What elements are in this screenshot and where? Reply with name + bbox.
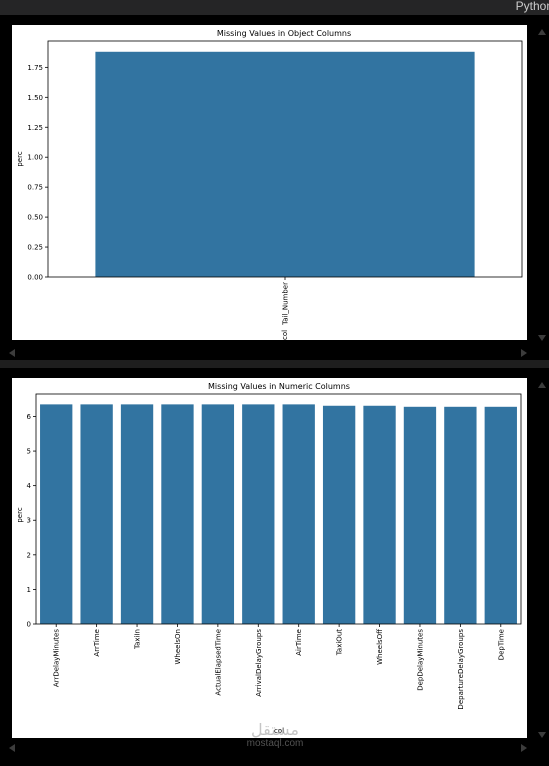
x-tick-label: TaxiIn [134, 629, 142, 650]
y-tick-label: 0.75 [27, 184, 43, 192]
output-cell-1: Missing Values in Object Columns perc co… [0, 15, 549, 360]
bar-taxiout [322, 405, 356, 624]
x-tick-label: TaxiOut [336, 629, 344, 656]
x-tick-label: ActualElapsedTime [214, 629, 222, 696]
bar-depdelayminutes [403, 406, 437, 624]
x-axis-label: col [281, 330, 289, 340]
bar-airtime [282, 404, 315, 624]
scroll-left-arrow[interactable] [9, 744, 15, 752]
bar-tail_number [95, 51, 475, 277]
x-tick-label: ArrTime [93, 629, 101, 657]
bar-departuredelaygroups [444, 406, 477, 624]
y-tick-label: 0.25 [27, 244, 43, 252]
y-tick-label: 6 [27, 413, 32, 421]
bar-wheelson [161, 404, 194, 624]
y-tick-label: 4 [27, 482, 32, 490]
x-tick-label: AirTime [295, 629, 303, 656]
scroll-up-arrow[interactable] [538, 29, 546, 35]
y-tick-label: 1.25 [27, 124, 43, 132]
x-tick-label: WheelsOn [174, 629, 182, 665]
output-cell-2: Missing Values in Numeric Columns perc c… [0, 368, 549, 766]
x-tick-label: ArrivalDelayGroups [255, 629, 263, 697]
chart-title: Missing Values in Object Columns [217, 29, 351, 38]
x-tick-label: Tail_Number [282, 282, 290, 326]
y-tick-label: 1.00 [27, 154, 43, 162]
y-tick-label: 1.75 [27, 64, 43, 72]
chart-numeric-columns: Missing Values in Numeric Columns perc c… [12, 378, 527, 738]
x-tick-label: DepTime [497, 629, 505, 660]
scroll-up-arrow[interactable] [538, 382, 546, 388]
y-tick-label: 0.00 [27, 274, 43, 282]
editor-top-bar: Python [0, 0, 549, 15]
bar-arrivaldelaygroups [242, 404, 275, 624]
y-axis-label: perc [16, 151, 24, 166]
y-tick-label: 3 [27, 517, 31, 525]
x-tick-label: DepDelayMinutes [416, 629, 424, 691]
y-tick-label: 0.50 [27, 214, 43, 222]
y-tick-label: 1 [27, 586, 31, 594]
chart-object-columns: Missing Values in Object Columns perc co… [12, 25, 527, 340]
x-tick-label: WheelsOff [376, 629, 384, 665]
chart-object-columns-svg: Missing Values in Object Columns perc co… [16, 29, 523, 340]
bar-wheelsoff [363, 405, 396, 624]
scroll-right-arrow[interactable] [521, 349, 527, 357]
language-label[interactable]: Python [515, 0, 549, 13]
x-tick-label: ArrDelayMinutes [53, 629, 61, 687]
bar-deptime [484, 406, 517, 624]
scroll-right-arrow[interactable] [521, 744, 527, 752]
x-axis-label: col [274, 727, 284, 735]
bar-arrtime [80, 404, 113, 624]
y-tick-label: 1.50 [27, 94, 43, 102]
chart-title: Missing Values in Numeric Columns [208, 382, 350, 391]
bar-taxiin [120, 404, 154, 624]
x-tick-label: DepartureDelayGroups [457, 629, 465, 710]
y-tick-label: 5 [27, 448, 31, 456]
scroll-left-arrow[interactable] [9, 349, 15, 357]
scroll-down-arrow[interactable] [538, 732, 546, 738]
bar-arrdelayminutes [40, 404, 73, 624]
plot-frame [35, 393, 522, 625]
scroll-down-arrow[interactable] [538, 335, 546, 341]
y-tick-label: 0 [27, 621, 31, 629]
bar-actualelapsedtime [201, 404, 235, 624]
y-tick-label: 2 [27, 551, 31, 559]
chart-numeric-columns-svg: Missing Values in Numeric Columns perc c… [16, 382, 522, 735]
y-axis-label: perc [16, 507, 24, 522]
